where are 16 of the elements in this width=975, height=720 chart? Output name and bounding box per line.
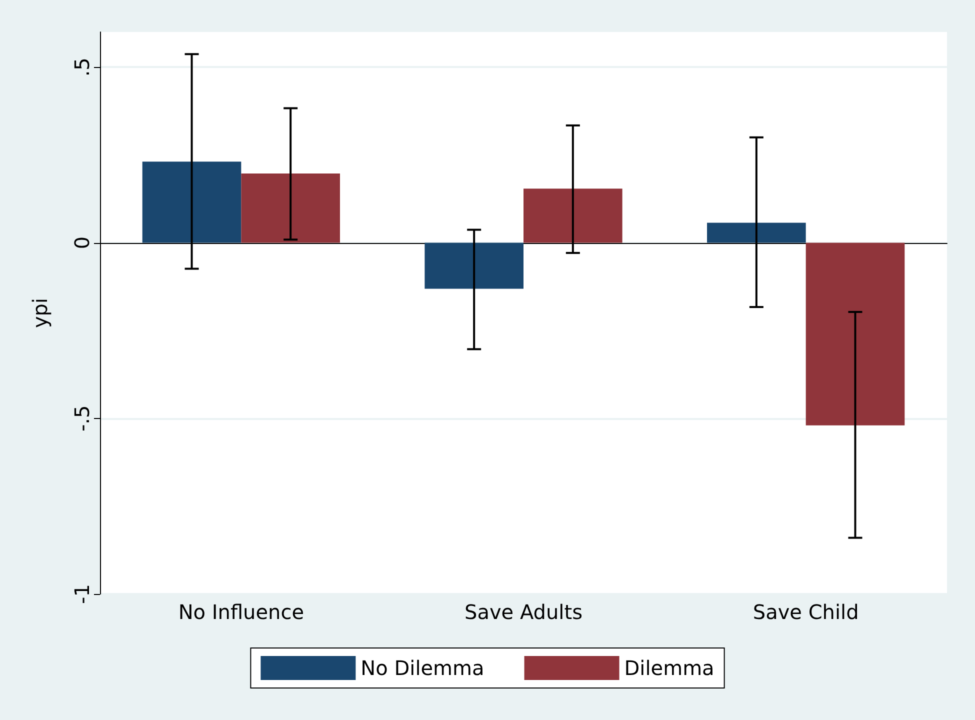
bar xyxy=(241,174,340,243)
y-tick-label: .5 xyxy=(70,58,94,77)
y-tick-label: 0 xyxy=(70,236,94,250)
y-tick-label: -1 xyxy=(70,584,94,604)
bar xyxy=(707,222,806,243)
legend-label: Dilemma xyxy=(624,656,714,680)
y-tick-label: -.5 xyxy=(70,405,94,432)
y-axis-title: ypi xyxy=(28,298,52,328)
bar xyxy=(142,162,242,243)
x-tick-label: No Influence xyxy=(178,600,304,624)
bar xyxy=(524,188,622,243)
bar xyxy=(424,242,524,289)
bar xyxy=(806,242,905,426)
x-tick-label: Save Child xyxy=(752,600,859,624)
x-tick-label: Save Adults xyxy=(464,600,582,624)
legend-label: No Dilemma xyxy=(360,656,484,680)
